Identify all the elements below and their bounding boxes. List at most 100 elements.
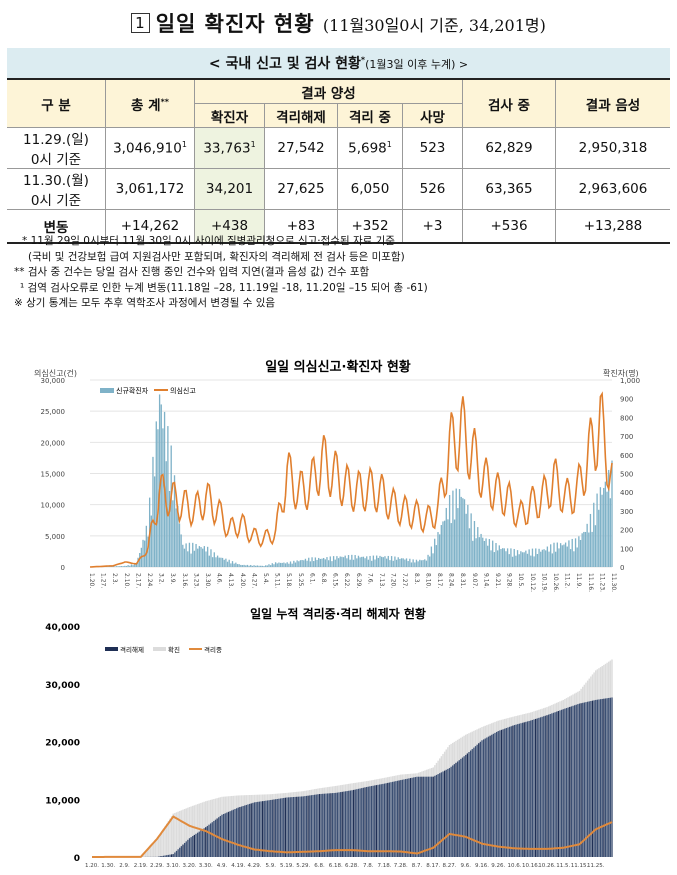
legend-swatch-released xyxy=(105,647,118,651)
released-bar xyxy=(325,793,327,857)
legend-label: 의심신고 xyxy=(170,386,196,395)
confirmed-bar xyxy=(309,561,312,567)
released-bar xyxy=(536,718,538,857)
released-bar xyxy=(273,799,275,857)
released-bar xyxy=(606,698,608,857)
confirmed-bar xyxy=(477,527,479,567)
title-sub: (11월30일0시 기준, 34,201명) xyxy=(322,16,546,35)
released-bar xyxy=(310,795,313,857)
confirmed-bar xyxy=(278,562,280,567)
released-bar xyxy=(208,824,210,857)
confirmed-bar xyxy=(220,557,222,567)
confirmed-bar xyxy=(412,559,414,567)
confirmed-bar xyxy=(443,520,446,567)
released-bar xyxy=(180,846,183,857)
confirmed-bar xyxy=(518,554,520,567)
confirmed-bar xyxy=(180,810,183,857)
released-bar xyxy=(245,804,248,857)
confirmed-bar xyxy=(490,550,492,567)
released-bar xyxy=(546,715,548,857)
confirmed-bar xyxy=(478,537,481,567)
confirmed-bar xyxy=(400,558,403,567)
released-bar xyxy=(229,811,231,857)
released-bar xyxy=(611,697,613,857)
x-tick-label: 4.29. xyxy=(248,863,262,869)
confirmed-bar xyxy=(515,555,517,567)
confirmed-bar xyxy=(361,556,363,567)
x-tick-label: 9.26. xyxy=(491,863,505,869)
released-bar xyxy=(569,706,571,857)
cell-testing: 63,365 xyxy=(462,168,556,210)
confirmed-bar xyxy=(122,566,124,567)
y-tick-label: 30,000 xyxy=(41,377,66,385)
released-bar xyxy=(162,855,165,857)
confirmed-bar xyxy=(511,556,514,567)
released-bar xyxy=(552,712,555,857)
confirmed-bar xyxy=(273,564,275,567)
confirmed-bar xyxy=(435,545,438,567)
confirmed-bar xyxy=(281,562,283,567)
x-tick-label: 2.17. xyxy=(134,573,141,588)
confirmed-bar xyxy=(556,542,558,567)
confirmed-bar xyxy=(117,566,119,567)
released-bar xyxy=(339,792,342,857)
header-category: 구 분 xyxy=(7,78,106,128)
released-bar xyxy=(294,796,296,857)
confirmed-bar xyxy=(352,559,355,567)
confirmed-bar xyxy=(559,543,562,567)
released-bar xyxy=(279,798,282,857)
released-bar xyxy=(260,801,262,857)
released-bar xyxy=(234,808,236,857)
confirmed-bar xyxy=(564,542,567,567)
confirmed-bar xyxy=(183,809,186,857)
confirmed-bar xyxy=(112,566,114,567)
released-bar xyxy=(556,711,558,857)
released-bar xyxy=(374,785,376,857)
confirmed-bar xyxy=(379,555,381,567)
header-negative: 결과 음성 xyxy=(555,78,670,128)
released-bar xyxy=(315,794,317,857)
confirmed-bar xyxy=(120,566,123,567)
released-bar xyxy=(307,795,309,857)
released-bar xyxy=(297,796,300,857)
confirmed-bar xyxy=(569,549,572,567)
released-bar xyxy=(526,721,529,857)
released-bar xyxy=(476,744,478,857)
released-bar xyxy=(404,779,407,857)
x-tick-label: 9.07. xyxy=(471,573,478,588)
footnote: ※ 상기 통계는 모두 추후 역학조사 과정에서 변경될 수 있음 xyxy=(14,297,276,309)
confirmed-bar xyxy=(455,488,457,567)
confirmed-bar xyxy=(233,563,235,567)
confirmed-bar xyxy=(150,515,152,567)
released-bar xyxy=(547,714,550,857)
released-bar xyxy=(289,797,291,857)
cumulative-isolation-chart: 일일 누적 격리중·격리 해제자 현황 0 10,000 20,000 30,000 40… xyxy=(45,606,613,869)
confirmed-bar xyxy=(551,553,554,567)
confirmed-bar xyxy=(240,564,242,567)
confirmed-bar xyxy=(371,560,373,567)
released-bar xyxy=(591,700,594,857)
released-bar xyxy=(473,747,475,857)
released-bar xyxy=(283,797,285,857)
confirmed-bar xyxy=(493,552,496,567)
y2-tick-label: 100 xyxy=(620,545,633,553)
released-bar xyxy=(603,698,605,857)
released-bar xyxy=(278,798,280,857)
released-bar xyxy=(201,829,204,857)
released-bar xyxy=(465,754,467,857)
released-bar xyxy=(317,794,319,857)
released-bar xyxy=(416,776,418,857)
confirmed-bar xyxy=(319,558,322,567)
released-bar xyxy=(570,706,573,857)
released-bar xyxy=(300,796,303,857)
confirmed-bar xyxy=(332,556,335,567)
x-tick-label: 1.30. xyxy=(101,863,115,869)
released-bar xyxy=(424,776,426,857)
released-bar xyxy=(586,701,589,857)
confirmed-bar xyxy=(185,808,187,857)
confirmed-bar xyxy=(148,847,150,857)
released-bar xyxy=(265,800,267,857)
cell-isolating: +352 xyxy=(337,209,403,244)
released-bar xyxy=(453,764,456,857)
